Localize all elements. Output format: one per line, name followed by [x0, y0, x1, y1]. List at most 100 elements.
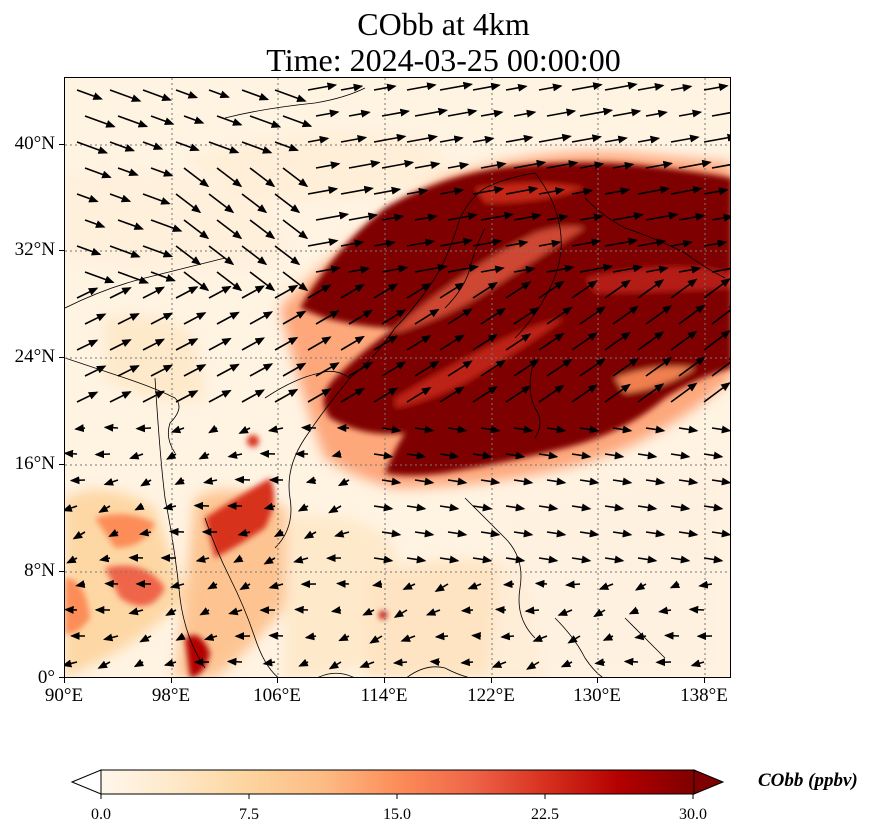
wind-arrow [315, 265, 341, 274]
wind-arrow [226, 657, 243, 666]
wind-arrow [381, 529, 402, 538]
wind-arrow [439, 451, 460, 460]
wind-arrow [359, 660, 375, 668]
wind-arrow [241, 389, 266, 403]
wind-arrow [513, 159, 547, 169]
wind-arrow [199, 607, 210, 616]
wind-arrow [274, 336, 299, 351]
wind-arrow [571, 451, 592, 460]
wind-arrow [637, 555, 658, 564]
wind-arrow [546, 358, 573, 377]
wind-arrow [711, 477, 730, 486]
wind-arrow [434, 583, 449, 593]
colorbar-tick-label: 0.0 [91, 806, 111, 823]
wind-arrow [99, 554, 111, 563]
wind-arrow [538, 555, 559, 564]
wind-arrow [66, 555, 78, 564]
wind-arrow [307, 336, 332, 351]
wind-arrow [117, 365, 140, 377]
wind-arrow [175, 390, 199, 403]
wind-arrow [307, 284, 332, 299]
wind-arrow [406, 503, 427, 512]
wind-arrow [690, 659, 705, 668]
wind-arrow [532, 634, 548, 642]
wind-arrow [538, 239, 562, 248]
wind-arrow [688, 605, 705, 614]
wind-arrow [208, 285, 232, 299]
wind-arrow [139, 634, 152, 643]
wind-arrow [406, 187, 429, 196]
wind-arrow [274, 284, 299, 299]
wind-arrow [612, 357, 640, 377]
wind-arrow [241, 337, 266, 351]
wind-arrow [505, 333, 532, 351]
wind-arrow [703, 133, 730, 143]
wind-arrow [117, 271, 150, 284]
wind-arrow [227, 451, 243, 459]
wind-arrow [348, 212, 378, 221]
wind-arrow [505, 281, 532, 299]
coastlines [65, 87, 726, 677]
wind-arrow [538, 332, 565, 351]
wind-arrow [670, 239, 693, 248]
wind-arrow [491, 660, 507, 668]
wind-arrow [703, 330, 730, 351]
wind-arrow [637, 185, 670, 195]
wind-arrow [84, 271, 115, 284]
wind-arrow [439, 187, 465, 196]
wind-arrow [634, 632, 647, 641]
wind-arrow [162, 502, 177, 511]
wind-arrow [74, 424, 86, 433]
wind-arrow [109, 193, 132, 203]
wind-arrow [472, 385, 498, 403]
wind-arrow [76, 89, 103, 100]
wind-arrow [274, 193, 301, 214]
wind-arrow [373, 133, 407, 143]
wind-arrow [315, 310, 340, 325]
wind-arrow [135, 424, 152, 433]
wind-arrow [75, 580, 86, 589]
wind-arrow [538, 133, 572, 143]
wind-arrow [298, 658, 309, 667]
wind-arrow [711, 213, 730, 222]
wind-arrow [439, 135, 464, 144]
wind-arrow [303, 530, 317, 539]
wind-arrow [208, 245, 235, 266]
wind-arrow [612, 264, 643, 273]
wind-arrow [373, 83, 397, 92]
wind-arrow [102, 633, 119, 642]
wind-arrow [94, 450, 111, 459]
wind-arrow [348, 361, 373, 377]
lat-tick-mark [59, 464, 64, 465]
lat-tick-label: 24°N [14, 346, 55, 367]
wind-arrow [76, 245, 102, 256]
wind-arrow [546, 264, 575, 273]
wind-arrow [500, 632, 515, 641]
wind-arrow [538, 451, 559, 460]
wind-arrow [305, 476, 317, 485]
lon-tick-mark [704, 678, 705, 683]
wind-arrow [337, 477, 350, 487]
wind-arrow [612, 425, 633, 434]
wind-arrow [502, 580, 515, 589]
wind-arrow [249, 363, 274, 377]
lat-tick-mark [59, 357, 64, 358]
wind-arrow [447, 425, 468, 434]
wind-arrow [678, 356, 706, 377]
wind-arrow [307, 388, 332, 403]
wind-arrow [150, 364, 174, 377]
wind-arrow [328, 660, 342, 670]
wind-arrow [76, 339, 99, 351]
wind-arrow [579, 213, 604, 222]
wind-arrow [637, 279, 665, 299]
wind-arrow [109, 339, 132, 351]
wind-arrow [340, 83, 364, 92]
wind-arrow [670, 382, 698, 403]
wind-arrow [513, 425, 534, 434]
wind-arrow [670, 451, 691, 460]
wind-arrow [340, 283, 365, 299]
wind-arrow [406, 238, 436, 247]
wind-arrow [447, 161, 470, 170]
wind-arrow [414, 161, 441, 170]
colorbar-label: CObb (ppbv) [758, 770, 858, 791]
